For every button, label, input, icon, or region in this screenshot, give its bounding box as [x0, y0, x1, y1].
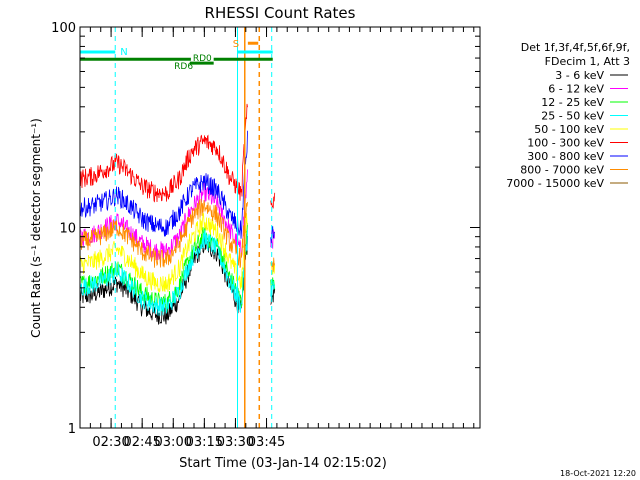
x-axis-label: Start Time (03-Jan-14 02:15:02) [179, 456, 387, 471]
legend-entry-label: 7000 - 15000 keV [506, 177, 604, 190]
legend-entry-label: 3 - 6 keV [555, 69, 604, 82]
legend-header-line: Det 1f,3f,4f,5f,6f,9f, [521, 41, 630, 54]
x-tick-label: 02:45 [123, 435, 160, 450]
legend-entry-label: 25 - 50 keV [541, 110, 604, 123]
series-line-5-seg-1 [270, 192, 276, 209]
series-line-0-seg-0 [80, 235, 248, 325]
legend-entry-label: 50 - 100 keV [534, 123, 604, 136]
y-tick-label: 100 [51, 21, 76, 36]
series-line-5-seg-0 [80, 103, 248, 203]
legend-entry-label: 800 - 7000 keV [520, 164, 604, 177]
legend-entry-label: 6 - 12 keV [548, 83, 604, 96]
series-line-7-seg-0 [80, 198, 248, 268]
rd6-label: RD6 [174, 62, 193, 72]
y-tick-label: 10 [59, 222, 76, 237]
legend-entry-label: 100 - 300 keV [527, 137, 604, 150]
chart-title: RHESSI Count Rates [205, 4, 356, 22]
series-line-4-seg-0 [80, 212, 248, 293]
x-tick-label: 03:30 [217, 435, 254, 450]
x-tick-label: 02:30 [92, 435, 129, 450]
y-tick-label: 1 [68, 422, 76, 437]
legend-header-line: FDecim 1, Att 3 [545, 55, 630, 68]
x-tick-label: 03:45 [248, 435, 285, 450]
y-axis-label: Count Rate (s⁻¹ detector segment⁻¹) [29, 118, 43, 338]
footer-date: 18-Oct-2021 12:20 [560, 469, 636, 478]
series-line-6-seg-1 [270, 226, 276, 244]
saa-label: S [233, 39, 239, 50]
rd0-label: RD0 [193, 54, 212, 64]
legend-entry-label: 12 - 25 keV [541, 96, 604, 109]
x-tick-label: 03:00 [155, 435, 192, 450]
night-label: N [120, 47, 127, 58]
series-line-6-seg-0 [80, 130, 248, 239]
series-line-3-seg-0 [80, 229, 248, 316]
x-tick-label: 03:15 [186, 435, 223, 450]
legend-entry-label: 300 - 800 keV [527, 150, 604, 163]
